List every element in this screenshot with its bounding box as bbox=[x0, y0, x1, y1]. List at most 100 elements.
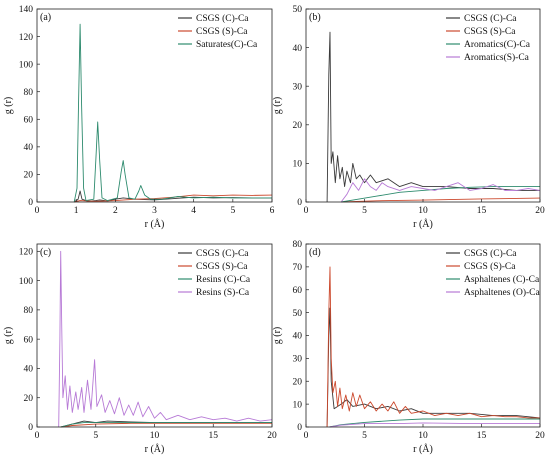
series-line-3 bbox=[58, 250, 273, 428]
y-axis-title: g (r) bbox=[3, 327, 14, 345]
series-line-0 bbox=[73, 190, 272, 203]
y-tick-label: 20 bbox=[24, 394, 34, 404]
y-tick-label: 80 bbox=[24, 88, 34, 98]
legend-label: CSGS (S)-Ca bbox=[196, 26, 248, 37]
x-tick-label: 1 bbox=[74, 206, 79, 216]
x-tick-label: 0 bbox=[304, 206, 309, 216]
panel-d: 0 5 10 15 20 0 10 20 30 40 50 60 70 80 r (Å) g (r) (d) CS… bbox=[272, 240, 545, 455]
x-tick-label: 15 bbox=[477, 206, 487, 216]
legend-label: Aromatics(C)-Ca bbox=[464, 39, 531, 50]
y-tick-label: 20 bbox=[24, 171, 34, 181]
x-axis-title: r (Å) bbox=[413, 218, 433, 230]
series-line-1 bbox=[326, 266, 540, 428]
legend-label: CSGS (C)-Ca bbox=[196, 248, 249, 259]
legend-label: CSGS (C)-Ca bbox=[464, 248, 517, 259]
x-tick-label: 2 bbox=[113, 206, 118, 216]
series-line-1 bbox=[74, 194, 273, 203]
x-tick-label: 6 bbox=[270, 206, 275, 216]
panel-c: 0 5 10 15 20 0 20 40 60 80 100 120 r (Å) g (r) (c) CSGS… bbox=[3, 243, 277, 455]
x-axis-title: r (Å) bbox=[413, 443, 433, 455]
x-tick-label: 5 bbox=[362, 206, 367, 216]
x-tick-label: 0 bbox=[304, 431, 309, 441]
y-tick-label: 20 bbox=[293, 121, 303, 131]
y-tick-label: 0 bbox=[28, 423, 33, 433]
y-tick-label: 40 bbox=[24, 365, 34, 375]
series-line-3 bbox=[329, 422, 540, 428]
panel-b: 0 5 10 15 20 0 10 20 30 40 50 r (Å) g (r) (b) CSGS (C)… bbox=[272, 5, 545, 230]
y-tick-label: 60 bbox=[24, 335, 34, 345]
y-tick-label: 100 bbox=[19, 277, 34, 287]
legend-label: Resins (C)-Ca bbox=[196, 274, 251, 285]
x-tick-label: 5 bbox=[230, 206, 235, 216]
series-line-0 bbox=[326, 31, 540, 203]
x-tick-label: 20 bbox=[535, 206, 545, 216]
panel-label: (d) bbox=[309, 247, 321, 258]
y-tick-label: 50 bbox=[293, 309, 303, 319]
panel-label: (c) bbox=[40, 247, 51, 258]
legend-label: Saturates(C)-Ca bbox=[196, 39, 258, 50]
y-axis-title: g (r) bbox=[3, 97, 14, 115]
x-tick-label: 15 bbox=[477, 431, 487, 441]
x-tick-label: 5 bbox=[93, 431, 98, 441]
series-line-2 bbox=[329, 418, 540, 428]
series-line-1 bbox=[60, 422, 272, 428]
y-tick-label: 60 bbox=[293, 286, 303, 296]
x-tick-label: 10 bbox=[150, 431, 160, 441]
y-tick-label: 140 bbox=[19, 5, 34, 15]
legend-label: Resins (S)-Ca bbox=[196, 287, 250, 298]
panel-label: (a) bbox=[40, 12, 51, 23]
legend-label: CSGS (S)-Ca bbox=[196, 261, 248, 272]
y-tick-label: 20 bbox=[293, 377, 303, 387]
legend-label: CSGS (C)-Ca bbox=[464, 13, 517, 24]
x-axis-title: r (Å) bbox=[145, 443, 165, 455]
series-line-2 bbox=[73, 23, 272, 203]
series-line-0 bbox=[326, 307, 541, 428]
x-tick-label: 10 bbox=[418, 206, 428, 216]
y-tick-label: 120 bbox=[19, 248, 34, 258]
y-tick-label: 0 bbox=[297, 423, 302, 433]
x-tick-label: 0 bbox=[35, 431, 40, 441]
x-tick-label: 4 bbox=[191, 206, 196, 216]
plot-frame bbox=[36, 8, 273, 203]
series-line-3 bbox=[340, 178, 541, 203]
y-tick-label: 80 bbox=[293, 240, 303, 250]
y-tick-label: 80 bbox=[24, 306, 34, 316]
series-line-2 bbox=[60, 422, 272, 428]
y-tick-label: 40 bbox=[293, 332, 303, 342]
y-tick-label: 30 bbox=[293, 82, 303, 92]
legend-label: Asphaltenes (O)-Ca bbox=[464, 287, 540, 298]
x-tick-label: 20 bbox=[267, 431, 277, 441]
series-line-2 bbox=[341, 186, 540, 203]
x-tick-label: 10 bbox=[418, 431, 428, 441]
y-tick-label: 40 bbox=[293, 44, 303, 54]
y-tick-label: 40 bbox=[24, 143, 34, 153]
series-line-1 bbox=[341, 197, 541, 203]
x-axis-title: r (Å) bbox=[145, 218, 165, 230]
x-tick-label: 20 bbox=[535, 431, 545, 441]
legend-label: Asphaltenes (C)-Ca bbox=[464, 274, 540, 285]
y-tick-label: 120 bbox=[19, 33, 34, 43]
x-tick-label: 3 bbox=[152, 206, 157, 216]
y-axis-title: g (r) bbox=[272, 97, 283, 115]
legend-label: CSGS (S)-Ca bbox=[464, 261, 516, 272]
y-tick-label: 70 bbox=[293, 263, 303, 273]
y-tick-label: 10 bbox=[293, 160, 303, 170]
y-tick-label: 60 bbox=[24, 115, 34, 125]
x-tick-label: 15 bbox=[209, 431, 219, 441]
y-tick-label: 10 bbox=[293, 400, 303, 410]
x-tick-label: 0 bbox=[35, 206, 40, 216]
y-tick-label: 30 bbox=[293, 355, 303, 365]
y-tick-label: 0 bbox=[28, 198, 33, 208]
legend-label: CSGS (C)-Ca bbox=[196, 13, 249, 24]
y-tick-label: 100 bbox=[19, 60, 34, 70]
panel-label: (b) bbox=[309, 12, 321, 23]
legend-label: CSGS (S)-Ca bbox=[464, 26, 516, 37]
x-tick-label: 5 bbox=[362, 431, 367, 441]
y-tick-label: 0 bbox=[297, 198, 302, 208]
y-tick-label: 50 bbox=[293, 5, 303, 15]
y-axis-title: g (r) bbox=[272, 327, 283, 345]
legend-label: Aromatics(S)-Ca bbox=[464, 52, 530, 63]
